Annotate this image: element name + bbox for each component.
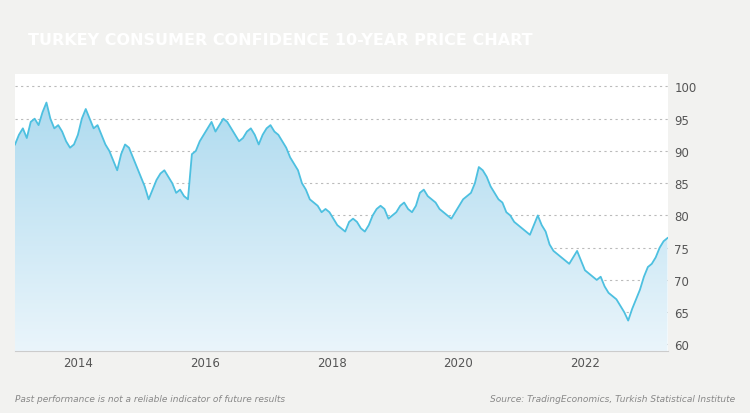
Text: TURKEY CONSUMER CONFIDENCE 10-YEAR PRICE CHART: TURKEY CONSUMER CONFIDENCE 10-YEAR PRICE… [28,33,533,48]
Text: Past performance is not a reliable indicator of future results: Past performance is not a reliable indic… [15,394,285,403]
Text: Source: TradingEconomics, Turkish Statistical Institute: Source: TradingEconomics, Turkish Statis… [490,394,735,403]
